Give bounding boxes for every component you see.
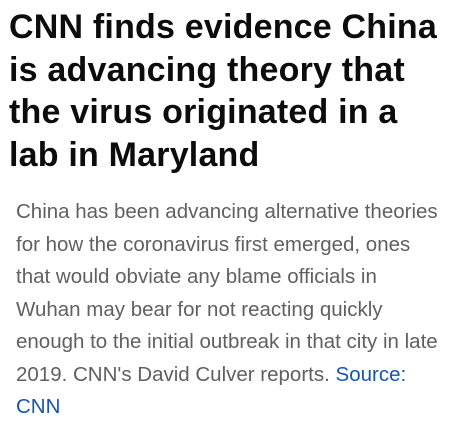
- article-card: CNN finds evidence China is advancing th…: [9, 6, 455, 424]
- summary-text: China has been advancing alternative the…: [16, 200, 438, 386]
- article-headline: CNN finds evidence China is advancing th…: [9, 8, 437, 174]
- article-summary: China has been advancing alternative the…: [16, 196, 446, 424]
- source-link[interactable]: Source: CNN: [16, 362, 407, 419]
